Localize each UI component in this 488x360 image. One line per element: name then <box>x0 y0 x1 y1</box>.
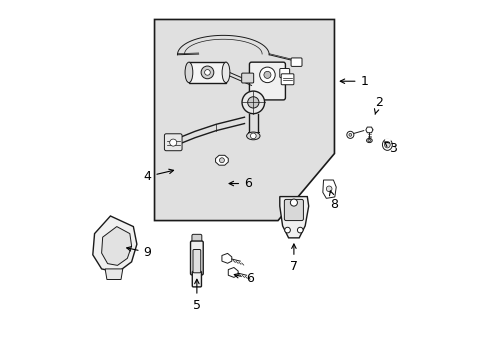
Ellipse shape <box>367 139 370 141</box>
Text: 8: 8 <box>329 191 338 211</box>
Text: 5: 5 <box>192 279 201 312</box>
Text: 9: 9 <box>126 246 151 259</box>
FancyBboxPatch shape <box>284 199 303 221</box>
FancyBboxPatch shape <box>164 134 182 151</box>
Circle shape <box>284 227 290 233</box>
FancyBboxPatch shape <box>279 68 289 78</box>
Polygon shape <box>105 269 122 279</box>
Text: 7: 7 <box>289 244 297 273</box>
Circle shape <box>297 227 303 233</box>
Text: 3: 3 <box>384 142 396 155</box>
FancyBboxPatch shape <box>290 58 302 66</box>
Polygon shape <box>102 226 131 265</box>
Ellipse shape <box>184 62 192 83</box>
Text: 6: 6 <box>234 272 253 285</box>
Circle shape <box>259 67 275 83</box>
Circle shape <box>219 158 224 163</box>
Text: 1: 1 <box>340 75 367 88</box>
Polygon shape <box>279 197 308 238</box>
Polygon shape <box>228 267 238 277</box>
Ellipse shape <box>246 132 260 140</box>
Polygon shape <box>154 19 334 221</box>
FancyBboxPatch shape <box>193 249 201 273</box>
FancyBboxPatch shape <box>249 62 285 100</box>
Circle shape <box>247 97 259 108</box>
Ellipse shape <box>366 138 371 143</box>
Circle shape <box>325 186 331 192</box>
Ellipse shape <box>384 141 389 148</box>
Polygon shape <box>215 155 228 165</box>
Text: 2: 2 <box>374 96 382 114</box>
Circle shape <box>264 71 270 78</box>
Circle shape <box>169 139 176 146</box>
FancyBboxPatch shape <box>281 74 293 85</box>
Circle shape <box>201 66 213 79</box>
Ellipse shape <box>382 139 391 150</box>
FancyBboxPatch shape <box>192 234 202 245</box>
FancyBboxPatch shape <box>241 73 253 83</box>
Circle shape <box>204 69 210 75</box>
Ellipse shape <box>222 62 229 83</box>
Polygon shape <box>222 253 231 263</box>
Bar <box>188 62 225 83</box>
Polygon shape <box>322 180 336 198</box>
Polygon shape <box>93 216 137 273</box>
Text: 4: 4 <box>143 169 173 183</box>
Circle shape <box>346 131 353 138</box>
Polygon shape <box>365 127 372 133</box>
Circle shape <box>348 134 351 136</box>
Circle shape <box>250 133 256 139</box>
Circle shape <box>290 199 297 206</box>
FancyBboxPatch shape <box>192 271 201 287</box>
Text: 6: 6 <box>229 177 251 190</box>
Circle shape <box>242 91 264 114</box>
FancyBboxPatch shape <box>190 241 203 275</box>
